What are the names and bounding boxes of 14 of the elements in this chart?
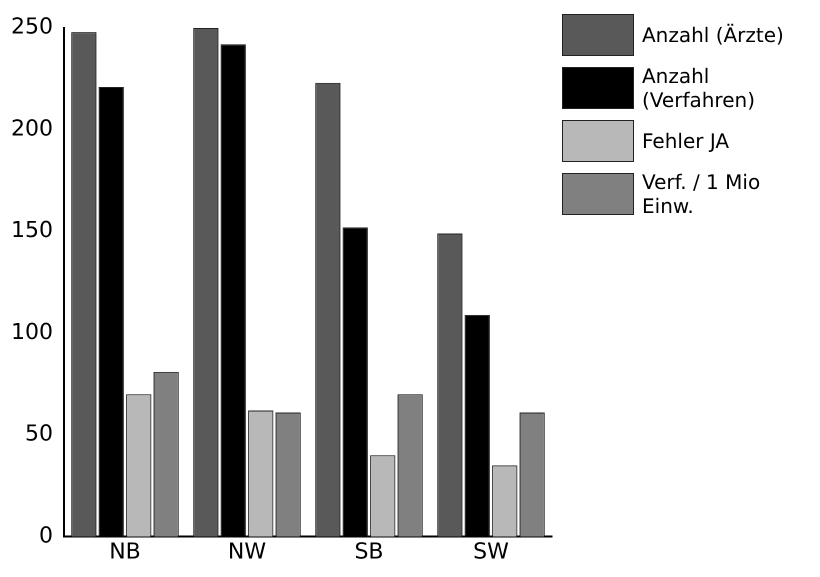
x-tick-label: SW bbox=[473, 540, 510, 565]
y-tick-label: 200 bbox=[10, 116, 53, 142]
legend-label: Anzahl (Verfahren) bbox=[642, 64, 756, 112]
legend-label: Fehler JA bbox=[642, 129, 730, 153]
x-tick-label: SB bbox=[354, 540, 384, 565]
y-tick-label: 50 bbox=[24, 422, 53, 447]
y-tick-label: 0 bbox=[38, 523, 53, 548]
x-tick-label: NB bbox=[109, 540, 141, 565]
y-tick-label: 250 bbox=[10, 14, 53, 40]
y-tick-label: 100 bbox=[10, 320, 53, 345]
y-tick-label: 150 bbox=[10, 218, 53, 244]
legend-label: Verf. / 1 Mio Einw. bbox=[642, 170, 762, 218]
x-tick-label: NW bbox=[228, 540, 266, 565]
legend-label: Anzahl (Ärzte) bbox=[642, 23, 784, 47]
